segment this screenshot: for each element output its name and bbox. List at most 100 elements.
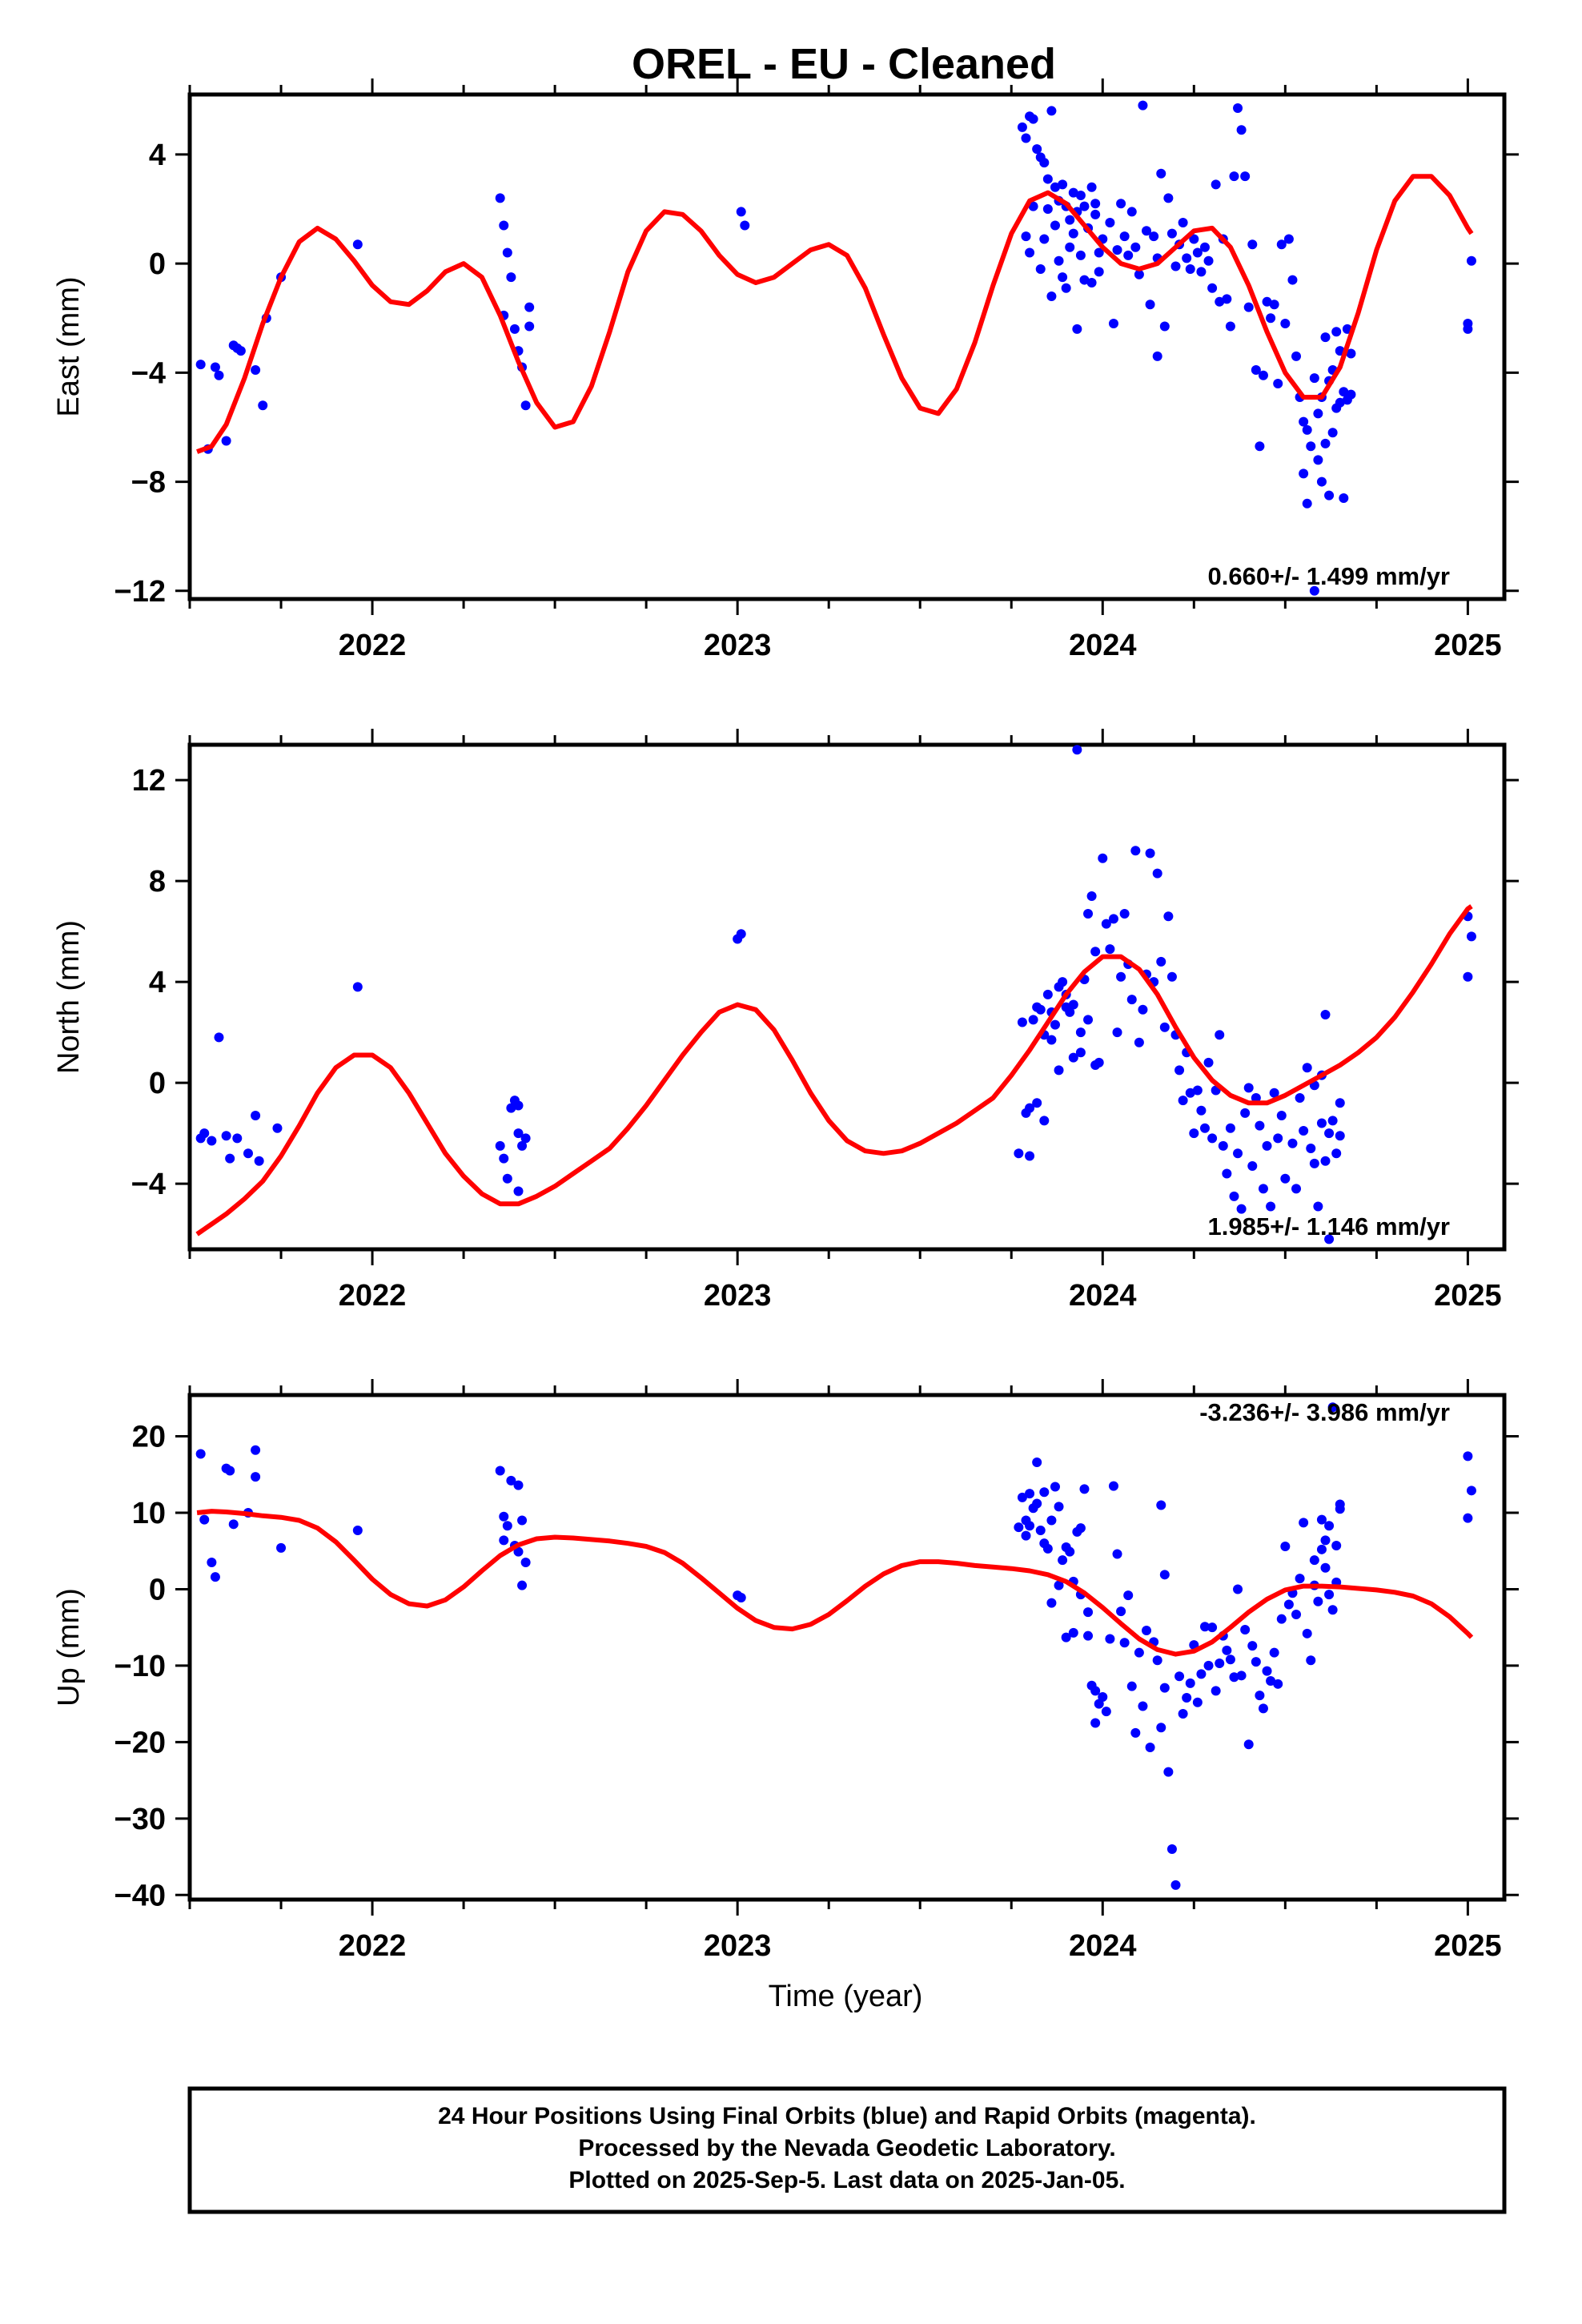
data-point [1138,1701,1148,1711]
data-point [1287,275,1298,285]
data-point [1054,1580,1064,1590]
data-point [352,239,363,250]
data-point [1299,416,1309,427]
data-point [1196,1105,1207,1116]
data-point [1058,1555,1068,1566]
data-point [1251,1657,1261,1667]
data-point [1035,1525,1046,1535]
data-point [1266,1201,1276,1212]
data-point [1302,424,1312,435]
data-point [1215,296,1225,307]
data-point [1156,1500,1166,1510]
data-point [199,1514,210,1525]
data-point [1134,1647,1144,1658]
x-tick-label: 2024 [1069,629,1137,662]
fit-line [196,174,1474,454]
data-point [1075,191,1086,200]
data-point [1090,1686,1101,1696]
data-point [1306,441,1316,452]
data-point [1299,468,1309,479]
data-point [1025,1151,1035,1161]
data-point [520,400,531,411]
data-point [1463,1451,1473,1462]
data-point [1233,1584,1243,1594]
data-point [1108,319,1118,329]
data-point [1105,218,1115,228]
data-point [1466,931,1476,942]
data-point [1346,348,1356,359]
data-point [1302,498,1312,509]
data-point [1079,275,1090,285]
data-point [736,929,746,939]
data-point [513,1128,524,1139]
data-point [232,1133,243,1144]
data-point [1316,1514,1327,1525]
x-tick-label: 2025 [1434,1279,1502,1313]
data-point [1101,919,1111,929]
data-point [1243,1083,1254,1093]
data-point [1163,911,1174,922]
data-point [1152,868,1162,879]
data-point [352,982,363,992]
data-point [254,1156,264,1166]
data-point [1247,1641,1258,1651]
data-point [1309,1158,1319,1168]
data-point [1054,1065,1064,1076]
data-point [272,1123,283,1133]
x-tick-label: 2022 [339,629,407,662]
data-point [1185,1678,1195,1688]
x-tick-label: 2024 [1069,1929,1137,1963]
y-tick-label: 8 [149,865,166,899]
x-tick-label: 2023 [704,629,772,662]
data-point [1229,1672,1239,1683]
data-point [1255,1691,1265,1701]
data-point [1225,1123,1235,1133]
data-point [1262,296,1272,307]
data-point [1196,267,1207,277]
data-point [1309,373,1319,384]
data-point [1199,242,1210,252]
data-point [520,1133,531,1144]
data-point [1236,125,1247,135]
data-point [1320,332,1331,343]
data-point [1039,234,1050,244]
x-tick-label: 2023 [704,1279,772,1313]
y-tick-label: −12 [114,575,166,609]
data-point [1086,182,1097,192]
data-point [276,1542,287,1553]
data-point [1042,989,1053,999]
data-point [1199,1123,1210,1133]
velocity-label: -3.236+/- 3.986 mm/yr [1199,1398,1450,1426]
data-point [1130,1727,1141,1738]
data-point [1178,1709,1188,1719]
data-point [1050,1019,1060,1030]
data-point [1463,324,1473,334]
data-point [1061,1542,1071,1552]
y-tick-label: −30 [114,1803,166,1836]
plot-frame [187,742,1507,1252]
data-point [1116,971,1126,982]
data-point [1163,193,1174,203]
data-point [736,207,746,217]
data-point [1247,239,1258,250]
data-point [1302,1063,1312,1073]
data-point [1313,1201,1323,1212]
data-point [1306,1144,1316,1153]
data-point [1211,1686,1221,1696]
data-point [513,1186,524,1196]
data-point [1327,1116,1338,1126]
data-point [1152,351,1162,361]
data-point [1068,1052,1078,1063]
data-point [1203,1057,1214,1068]
data-point [195,1449,206,1459]
data-point [1335,1098,1345,1108]
data-point [1072,324,1082,334]
data-point [235,346,246,356]
data-points [195,100,1476,596]
data-point [1273,1679,1283,1689]
data-point [1105,944,1115,955]
data-point [1046,106,1057,116]
data-point [1156,956,1166,967]
data-point [1243,1739,1254,1750]
data-point [1262,1140,1272,1151]
